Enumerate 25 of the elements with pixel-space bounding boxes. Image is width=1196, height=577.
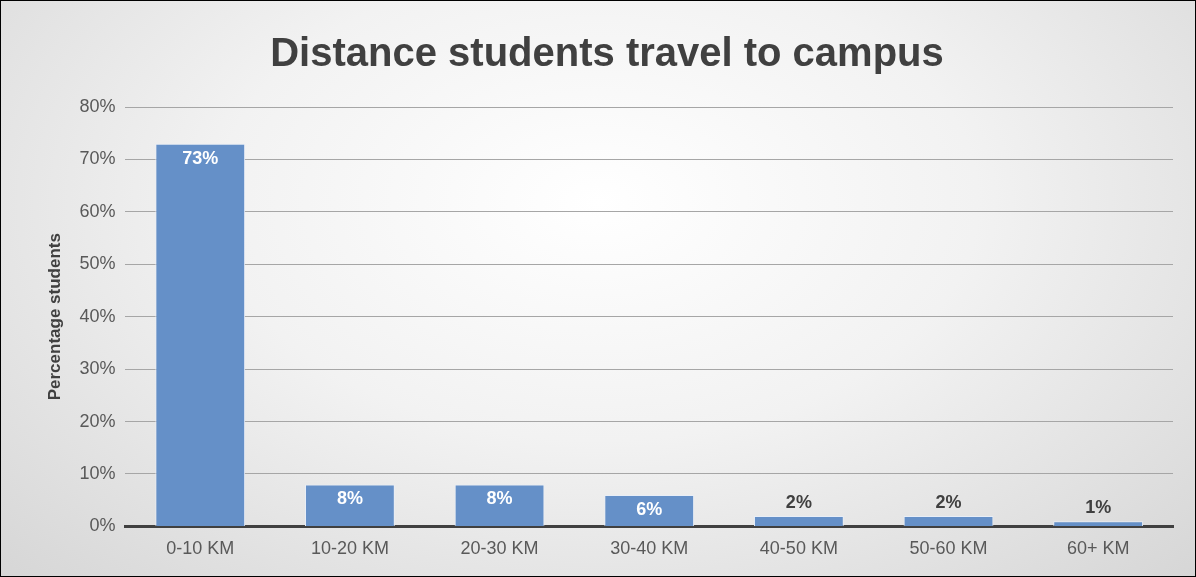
data-label: 8% — [486, 488, 513, 509]
data-label: 73% — [182, 147, 219, 168]
data-label: 2% — [785, 491, 812, 512]
y-tick-label: 40% — [79, 305, 116, 326]
y-tick-label: 0% — [89, 515, 116, 536]
y-tick-label: 50% — [79, 253, 116, 274]
x-tick-label: 20-30 KM — [460, 538, 539, 559]
data-label: 6% — [636, 498, 663, 519]
y-tick-label: 70% — [79, 148, 116, 169]
data-label: 1% — [1085, 497, 1112, 518]
y-tick-label: 30% — [79, 358, 116, 379]
x-tick-label: 60+ KM — [1066, 538, 1130, 559]
y-tick-label: 10% — [79, 462, 116, 483]
data-label: 8% — [336, 488, 363, 509]
x-tick-label: 10-20 KM — [310, 538, 389, 559]
y-tick-label: 60% — [79, 200, 116, 221]
data-label: 2% — [935, 491, 962, 512]
y-axis-title: Percentage students — [44, 233, 64, 401]
y-tick-label: 80% — [79, 95, 116, 116]
x-tick-label: 0-10 KM — [166, 538, 235, 559]
x-tick-label: 30-40 KM — [610, 538, 689, 559]
x-tick-label: 50-60 KM — [909, 538, 988, 559]
y-tick-label: 20% — [79, 410, 116, 431]
chart-title: Distance students travel to campus — [270, 30, 944, 75]
x-tick-label: 40-50 KM — [759, 538, 838, 559]
